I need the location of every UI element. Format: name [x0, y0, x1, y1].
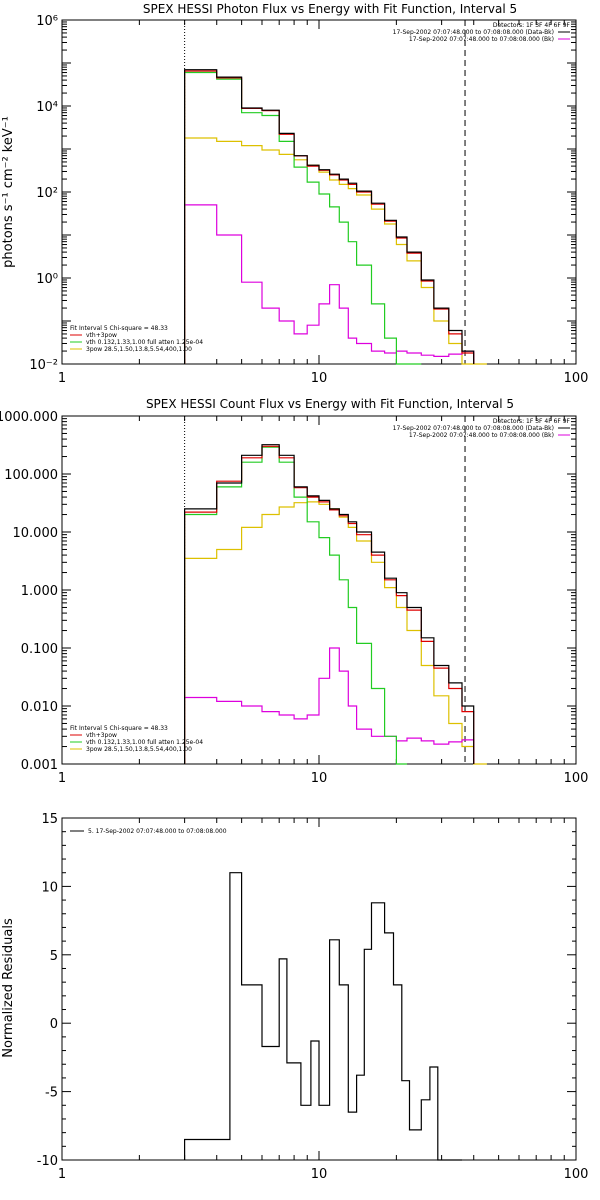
residuals-panel: Normalized Residuals 1 10 100 -10 -5 0 5 10 15 5… — [1, 812, 588, 1182]
x-tick-label: 10 — [311, 1167, 328, 1182]
x-tick-label: 1 — [58, 771, 66, 786]
x-tick-label: 100 — [564, 371, 589, 386]
y-tick-label: 100.000 — [4, 468, 58, 483]
legend-top-entry: 17-Sep-2002 07:07:48.000 to 07:08:08.000… — [393, 425, 554, 432]
legend-bottom-entry: vth+3pow — [86, 332, 117, 339]
y-tick-label: 10⁻² — [29, 358, 58, 373]
legend-top-entry: 17-Sep-2002 07:07:48.000 to 07:08:08.000… — [393, 29, 554, 36]
residuals-ylabel: Normalized Residuals — [1, 918, 16, 1058]
photon-flux-ylabel: photons s⁻¹ cm⁻² keV⁻¹ — [1, 116, 16, 268]
x-tick-label: 1 — [58, 1167, 66, 1182]
y-tick-label: 10² — [36, 186, 58, 201]
legend-bottom-entry: vth 0.132,1.33,1.00 full atten 1.25e-04 — [86, 739, 203, 746]
y-tick-label: 10⁰ — [36, 272, 58, 287]
series-histogram-0 — [184, 444, 475, 764]
legend-bottom-entry: Fit Interval 5 Chi-square = 48.33 — [70, 325, 168, 332]
series-histogram-3 — [184, 501, 487, 765]
series-histogram-2 — [184, 71, 422, 365]
residuals-frame — [61, 817, 577, 1161]
series-histogram-1 — [184, 70, 475, 364]
x-tick-label: 1 — [58, 371, 66, 386]
legend-top-entry: Detectors: 1F 3F 4F 6F 9F — [493, 418, 571, 425]
series-histogram-1 — [184, 445, 475, 764]
legend-bottom-entry: 3pow 28.5,1.50,13.8,5.54,400,1.00 — [86, 346, 192, 353]
series-histogram-0 — [184, 872, 462, 1161]
x-tick-label: 10 — [311, 371, 328, 386]
x-tick-label: 100 — [564, 1167, 589, 1182]
y-tick-label: 10.000 — [13, 526, 59, 541]
photon-flux-panel: SPEX HESSI Photon Flux vs Energy with Fi… — [1, 2, 588, 386]
series-histogram-2 — [184, 446, 407, 765]
y-tick-label: 10 — [41, 880, 58, 895]
y-tick-label: 15 — [41, 812, 58, 827]
legend-bottom-entry: Fit Interval 5 Chi-square = 48.33 — [70, 725, 168, 732]
legend-top-entry: Detectors: 1F 3F 4F 6F 9F — [493, 22, 571, 29]
count-flux-panel: SPEX HESSI Count Flux vs Energy with Fit… — [0, 397, 588, 786]
legend-top-entry: 17-Sep-2002 07:07:48.000 to 07:08:08.000… — [409, 432, 554, 439]
y-tick-label: -5 — [45, 1086, 58, 1101]
count-flux-title: SPEX HESSI Count Flux vs Energy with Fit… — [146, 397, 514, 411]
y-tick-label: -10 — [37, 1154, 58, 1169]
series-histogram-0 — [184, 69, 475, 364]
y-tick-label: 10⁴ — [36, 100, 58, 115]
y-tick-label: 0 — [50, 1017, 58, 1032]
series-histogram-4 — [184, 647, 475, 764]
legend-top-entry: 5. 17-Sep-2002 07:07:48.000 to 07:08:08.… — [88, 828, 227, 835]
legend-bottom-entry: vth+3pow — [86, 732, 117, 739]
y-tick-label: 1.000 — [21, 584, 58, 599]
legend-bottom-entry: vth 0.132,1.33,1.00 full atten 1.25e-04 — [86, 339, 203, 346]
y-tick-label: 5 — [50, 949, 58, 964]
x-tick-label: 100 — [564, 771, 589, 786]
series-histogram-4 — [184, 204, 475, 364]
legend-bottom-entry: 3pow 28.5,1.50,13.8,5.54,400,1.00 — [86, 746, 192, 753]
y-tick-label: 0.010 — [21, 700, 58, 715]
x-tick-label: 10 — [311, 771, 328, 786]
series-histogram-3 — [184, 137, 487, 365]
y-tick-label: 10⁶ — [36, 14, 58, 29]
y-tick-label: 1000.000 — [0, 410, 58, 425]
legend-top-entry: 17-Sep-2002 07:07:48.000 to 07:08:08.000… — [409, 36, 554, 43]
photon-flux-title: SPEX HESSI Photon Flux vs Energy with Fi… — [143, 2, 517, 16]
y-tick-label: 0.001 — [21, 758, 58, 773]
y-tick-label: 0.100 — [21, 642, 58, 657]
